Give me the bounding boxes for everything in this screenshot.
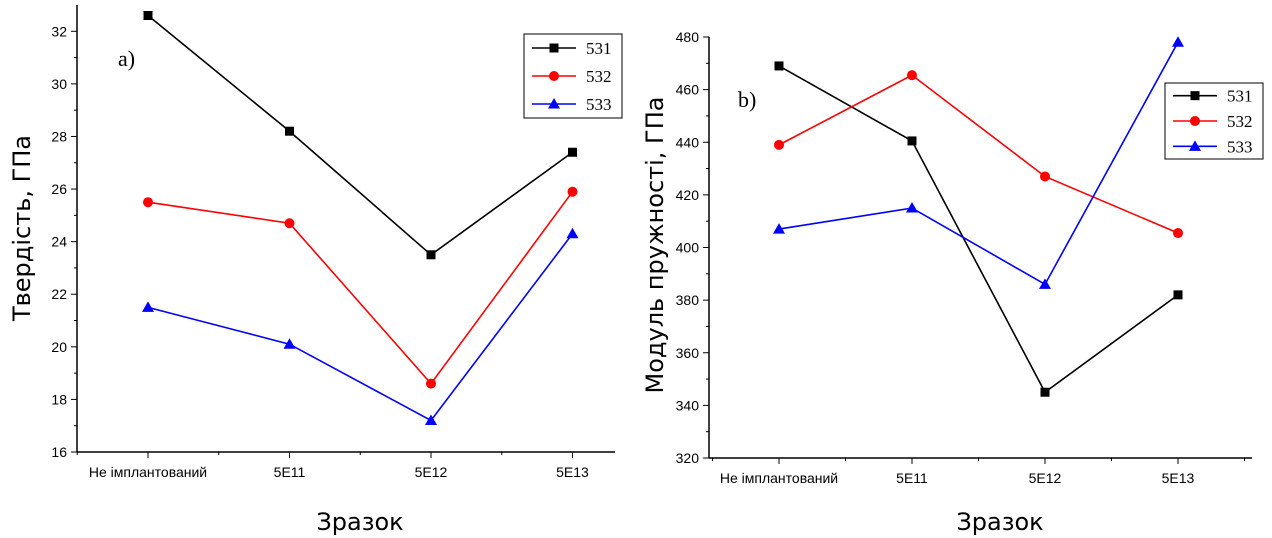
- y-tick-label: 420: [676, 187, 700, 203]
- y-tick-label: 24: [51, 234, 67, 250]
- data-point-533: [1172, 36, 1184, 47]
- x-tick-label: 5E11: [896, 470, 928, 486]
- y-tick-label: 380: [676, 292, 700, 308]
- legend-label: 533: [586, 95, 612, 114]
- y-tick-label: 30: [51, 76, 67, 92]
- series-line-532: [147, 191, 574, 385]
- data-point-532: [426, 378, 436, 389]
- y-tick-label: 22: [51, 286, 67, 302]
- panel-label: a): [118, 46, 135, 71]
- legend-label: 531: [586, 39, 612, 58]
- y-tick-label: 480: [676, 29, 700, 45]
- x-tick-label: 5E12: [1029, 470, 1062, 486]
- legend-marker: [549, 43, 559, 53]
- data-point-532: [143, 197, 153, 208]
- x-tick-label: 5E13: [1162, 470, 1195, 486]
- legend-marker: [1189, 140, 1201, 151]
- data-point-531: [568, 147, 577, 157]
- y-tick-label: 400: [676, 240, 700, 256]
- data-point-531: [1040, 387, 1050, 397]
- panel-label: b): [738, 87, 756, 112]
- legend-label: 531: [1227, 87, 1253, 106]
- y-tick-label: 32: [51, 23, 67, 39]
- x-tick-label: Не імплантований: [720, 470, 838, 486]
- series-line-532: [778, 74, 1179, 234]
- data-point-531: [285, 126, 294, 136]
- y-tick-label: 16: [51, 444, 67, 460]
- x-tick-label: 5E13: [556, 464, 589, 480]
- y-axis-title: Модуль пружності, ГПа: [641, 97, 669, 394]
- series-line-531: [778, 65, 1179, 394]
- y-tick-label: 360: [676, 345, 700, 361]
- y-tick-label: 340: [676, 397, 700, 413]
- y-tick-label: 26: [51, 181, 67, 197]
- data-point-532: [907, 70, 917, 81]
- data-point-531: [774, 61, 784, 71]
- data-point-532: [567, 186, 578, 197]
- legend-marker: [1190, 91, 1200, 101]
- y-tick-label: 320: [676, 450, 700, 466]
- legend-marker: [548, 98, 560, 109]
- data-point-531: [1173, 290, 1183, 300]
- y-tick-label: 20: [51, 339, 67, 355]
- y-axis-title: Твердість, ГПа: [8, 135, 36, 322]
- data-point-532: [774, 139, 784, 150]
- legend-label: 532: [586, 67, 612, 86]
- legend-marker: [1190, 116, 1200, 126]
- y-tick-label: 460: [676, 82, 700, 98]
- data-point-532: [1040, 171, 1050, 182]
- data-point-533: [142, 301, 154, 312]
- y-tick-label: 440: [676, 134, 700, 150]
- hardness-chart: 16 18 20 22 24 26 28 30 32 Не імплантований 5E11 5E…: [8, 5, 623, 536]
- data-point-533: [283, 338, 296, 349]
- x-tick-label: Не імплантований: [89, 464, 207, 480]
- legend-label: 533: [1227, 137, 1253, 156]
- data-point-531: [907, 136, 917, 146]
- series-line-533: [147, 233, 574, 422]
- legend-label: 532: [1227, 112, 1253, 131]
- y-tick-label: 28: [51, 128, 67, 144]
- data-point-533: [425, 414, 437, 425]
- data-point-533: [1039, 278, 1051, 289]
- x-axis-title: Зразок: [956, 508, 1043, 536]
- x-tick-label: 5E12: [415, 464, 448, 480]
- data-point-533: [773, 223, 785, 234]
- data-point-533: [566, 227, 579, 239]
- data-point-531: [426, 250, 436, 260]
- data-point-532: [284, 218, 295, 229]
- x-tick-label: 5E11: [274, 464, 306, 480]
- y-tick-label: 18: [51, 391, 67, 407]
- modulus-chart: 320 340 360 380 400 420 440 460 480 Не імплантова…: [641, 29, 1264, 536]
- legend-marker: [549, 71, 559, 81]
- series-line-533: [778, 41, 1179, 286]
- x-axis-title: Зразок: [316, 508, 403, 536]
- data-point-531: [143, 11, 153, 21]
- data-point-532: [1173, 228, 1183, 239]
- data-point-533: [906, 202, 918, 213]
- series-line-531: [147, 14, 573, 256]
